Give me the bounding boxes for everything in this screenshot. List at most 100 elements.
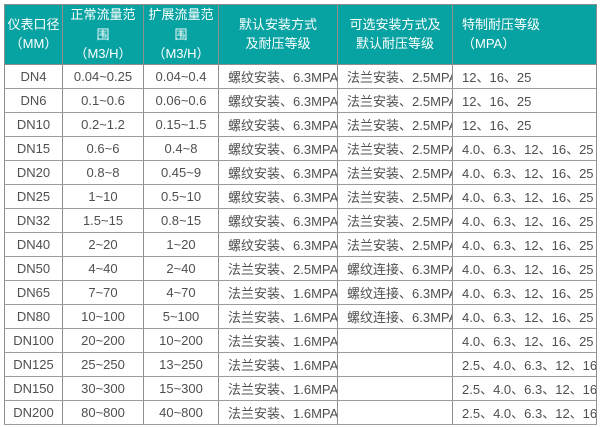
table-row: DN6 0.1~0.6 0.06~0.6 螺纹安装、6.3MPA 法兰安装、2.…: [4, 87, 597, 113]
table-row: DN100 20~200 10~200 法兰安装、1.6MPA 4.0、6.3、…: [4, 327, 597, 353]
header-label: （MPA）: [462, 36, 516, 52]
cell-diameter: DN25: [4, 183, 63, 209]
cell-diameter: DN15: [4, 135, 63, 161]
cell-optional-install-pressure: [337, 399, 453, 425]
cell-special-pressure-ratings: 4.0、6.3、12、16、25: [452, 135, 597, 161]
cell-normal-flow-range: 1~10: [62, 183, 144, 209]
cell-extended-flow-range: 0.8~15: [143, 207, 219, 233]
cell-default-install-pressure: 螺纹安装、6.3MPA: [218, 207, 338, 233]
cell-normal-flow-range: 0.2~1.2: [62, 111, 144, 137]
cell-default-install-pressure: 法兰安装、1.6MPA: [218, 399, 338, 425]
cell-default-install-pressure: 法兰安装、1.6MPA: [218, 303, 338, 329]
cell-default-install-pressure: 法兰安装、1.6MPA: [218, 279, 338, 305]
cell-special-pressure-ratings: 4.0、6.3、12、16、25: [452, 159, 597, 185]
cell-special-pressure-ratings: 4.0、6.3、12、16、25: [452, 279, 597, 305]
cell-diameter: DN20: [4, 159, 63, 185]
cell-extended-flow-range: 0.15~1.5: [143, 111, 219, 137]
cell-diameter: DN40: [4, 231, 63, 257]
cell-extended-flow-range: 0.5~10: [143, 183, 219, 209]
col-header-diameter: 仪表口径 （MM）: [4, 4, 63, 65]
header-label: （M3/H）: [74, 46, 132, 61]
table-row: DN40 2~20 1~20 螺纹安装、6.3MPA 法兰安装、2.5MPA 4…: [4, 231, 597, 257]
cell-optional-install-pressure: 法兰安装、2.5MPA: [337, 207, 453, 233]
cell-extended-flow-range: 40~800: [143, 399, 219, 425]
cell-normal-flow-range: 30~300: [62, 375, 144, 401]
cell-special-pressure-ratings: 4.0、6.3、12、16、25: [452, 207, 597, 233]
header-label: 默认耐压等级: [355, 36, 434, 52]
header-label: 默认安装方式: [238, 16, 317, 32]
cell-diameter: DN65: [4, 279, 63, 305]
cell-normal-flow-range: 0.1~0.6: [62, 87, 144, 113]
cell-default-install-pressure: 螺纹安装、6.3MPA: [218, 231, 338, 257]
cell-diameter: DN125: [4, 351, 63, 377]
cell-extended-flow-range: 13~250: [143, 351, 219, 377]
cell-special-pressure-ratings: 2.5、4.0、6.3、12、16: [452, 399, 597, 425]
cell-optional-install-pressure: 法兰安装、2.5MPA: [337, 87, 453, 113]
cell-optional-install-pressure: 螺纹连接、6.3MPA: [337, 279, 453, 305]
cell-extended-flow-range: 1~20: [143, 231, 219, 257]
cell-normal-flow-range: 10~100: [62, 303, 144, 329]
cell-optional-install-pressure: 法兰安装、2.5MPA: [337, 183, 453, 209]
cell-optional-install-pressure: 法兰安装、2.5MPA: [337, 111, 453, 137]
cell-diameter: DN100: [4, 327, 63, 353]
cell-normal-flow-range: 25~250: [62, 351, 144, 377]
cell-special-pressure-ratings: 12、16、25: [452, 87, 597, 113]
cell-optional-install-pressure: [337, 351, 453, 377]
cell-special-pressure-ratings: 2.5、4.0、6.3、12、16: [452, 351, 597, 377]
cell-normal-flow-range: 1.5~15: [62, 207, 144, 233]
cell-normal-flow-range: 20~200: [62, 327, 144, 353]
cell-diameter: DN150: [4, 375, 63, 401]
table-row: DN4 0.04~0.25 0.04~0.4 螺纹安装、6.3MPA 法兰安装、…: [4, 63, 597, 89]
cell-optional-install-pressure: 螺纹连接、6.3MPA: [337, 255, 453, 281]
table-row: DN15 0.6~6 0.4~8 螺纹安装、6.3MPA 法兰安装、2.5MPA…: [4, 135, 597, 161]
table-row: DN32 1.5~15 0.8~15 螺纹安装、6.3MPA 法兰安装、2.5M…: [4, 207, 597, 233]
cell-diameter: DN10: [4, 111, 63, 137]
cell-optional-install-pressure: 法兰安装、2.5MPA: [337, 231, 453, 257]
cell-optional-install-pressure: 法兰安装、2.5MPA: [337, 63, 453, 89]
table-row: DN65 7~70 4~70 法兰安装、1.6MPA 螺纹连接、6.3MPA 4…: [4, 279, 597, 305]
cell-default-install-pressure: 法兰安装、2.5MPA: [218, 255, 338, 281]
cell-special-pressure-ratings: 2.5、4.0、6.3、12、16: [452, 375, 597, 401]
cell-extended-flow-range: 10~200: [143, 327, 219, 353]
table-row: DN125 25~250 13~250 法兰安装、1.6MPA 2.5、4.0、…: [4, 351, 597, 377]
cell-default-install-pressure: 螺纹安装、6.3MPA: [218, 183, 338, 209]
header-row: 仪表口径 （MM） 正常流量范围 （M3/H） 扩展流量范围 （M3/H） 默认…: [4, 4, 597, 65]
cell-diameter: DN4: [4, 63, 63, 89]
cell-diameter: DN50: [4, 255, 63, 281]
cell-default-install-pressure: 螺纹安装、6.3MPA: [218, 135, 338, 161]
cell-default-install-pressure: 法兰安装、1.6MPA: [218, 351, 338, 377]
col-header-optional-install: 可选安装方式及 默认耐压等级: [337, 4, 453, 65]
cell-special-pressure-ratings: 12、16、25: [452, 63, 597, 89]
cell-diameter: DN32: [4, 207, 63, 233]
cell-normal-flow-range: 4~40: [62, 255, 144, 281]
cell-diameter: DN200: [4, 399, 63, 425]
header-label: 特制耐压等级: [462, 16, 541, 32]
cell-extended-flow-range: 2~40: [143, 255, 219, 281]
cell-extended-flow-range: 0.04~0.4: [143, 63, 219, 89]
table-row: DN25 1~10 0.5~10 螺纹安装、6.3MPA 法兰安装、2.5MPA…: [4, 183, 597, 209]
cell-diameter: DN80: [4, 303, 63, 329]
table-row: DN10 0.2~1.2 0.15~1.5 螺纹安装、6.3MPA 法兰安装、2…: [4, 111, 597, 137]
cell-normal-flow-range: 0.04~0.25: [62, 63, 144, 89]
cell-default-install-pressure: 法兰安装、1.6MPA: [218, 327, 338, 353]
table-row: DN50 4~40 2~40 法兰安装、2.5MPA 螺纹连接、6.3MPA 4…: [4, 255, 597, 281]
cell-normal-flow-range: 2~20: [62, 231, 144, 257]
cell-normal-flow-range: 7~70: [62, 279, 144, 305]
cell-optional-install-pressure: 法兰安装、2.5MPA: [337, 159, 453, 185]
header-label: 及耐压等级: [245, 36, 311, 52]
cell-default-install-pressure: 螺纹安装、6.3MPA: [218, 63, 338, 89]
table-row: DN200 80~800 40~800 法兰安装、1.6MPA 2.5、4.0、…: [4, 399, 597, 425]
header-label: （MM）: [9, 36, 58, 52]
cell-extended-flow-range: 15~300: [143, 375, 219, 401]
cell-normal-flow-range: 0.8~8: [62, 159, 144, 185]
header-label: 正常流量范围: [70, 7, 136, 42]
cell-special-pressure-ratings: 4.0、6.3、12、16、25: [452, 231, 597, 257]
table-row: DN80 10~100 5~100 法兰安装、1.6MPA 螺纹连接、6.3MP…: [4, 303, 597, 329]
cell-default-install-pressure: 螺纹安装、6.3MPA: [218, 111, 338, 137]
cell-normal-flow-range: 0.6~6: [62, 135, 144, 161]
cell-optional-install-pressure: 法兰安装、2.5MPA: [337, 135, 453, 161]
cell-special-pressure-ratings: 4.0、6.3、12、16、25: [452, 327, 597, 353]
table-row: DN150 30~300 15~300 法兰安装、1.6MPA 2.5、4.0、…: [4, 375, 597, 401]
col-header-default-install: 默认安装方式 及耐压等级: [218, 4, 338, 65]
